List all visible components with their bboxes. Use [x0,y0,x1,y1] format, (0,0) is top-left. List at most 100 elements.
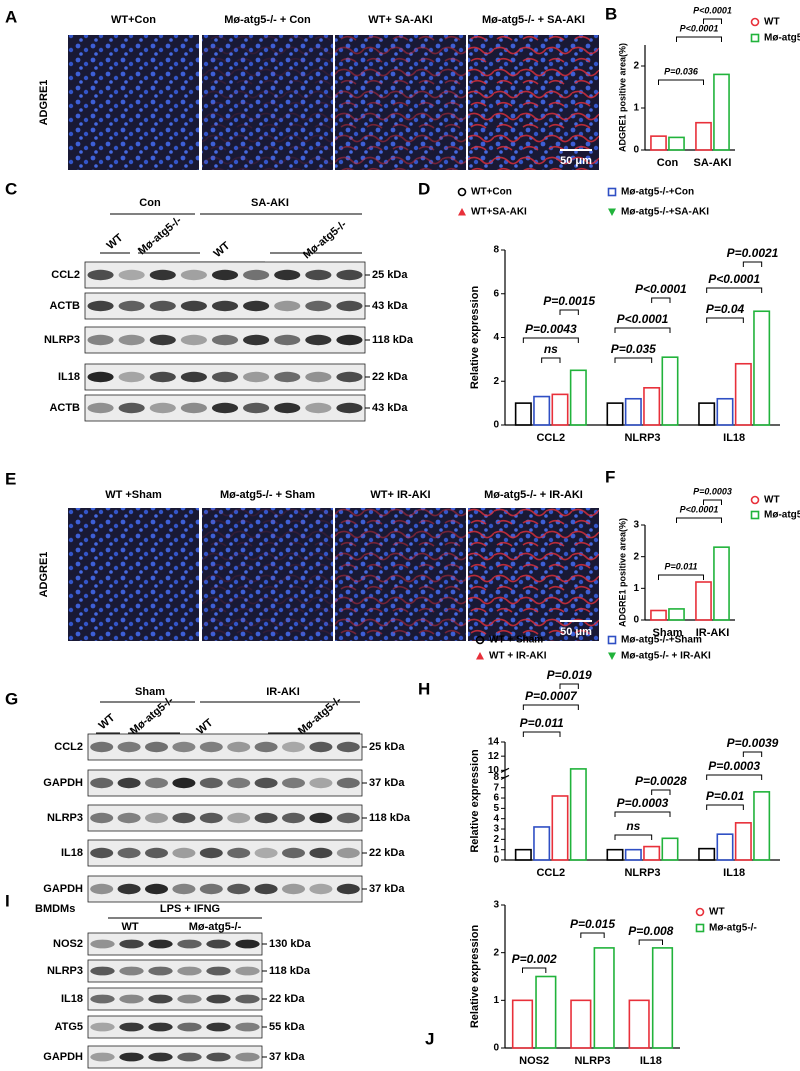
legend-label: Mø-atg5-/- [764,33,800,44]
panel-label: I [5,891,10,910]
y-tick-label: 2 [493,834,499,845]
bar [713,546,730,621]
lane-label: Mø-atg5-/- [128,694,176,737]
column-title: Mø-atg5-/- + Con [224,14,311,26]
blot-band [148,939,173,949]
scale-bar-label: 50 μm [560,626,592,638]
blot-band [281,883,306,895]
bar [606,402,624,426]
size-label: 37 kDa [269,1051,305,1063]
significance-label: P=0.04 [706,302,745,316]
x-tick-label: NOS2 [519,1055,549,1067]
bar [650,135,667,151]
y-tick-label: 6 [493,288,499,299]
blot-band [144,741,169,753]
significance-label: P<0.0001 [680,504,719,514]
y-axis-label: ADGRE1 positive area(%) [617,43,627,152]
significance-label: P=0.019 [547,668,592,682]
row-label: ACTB [49,402,80,414]
legend-marker [750,495,760,505]
panel-label: G [5,689,18,708]
x-tick-label: IL18 [723,867,745,879]
micrograph-signal [468,508,599,641]
blot-band [117,847,141,859]
y-tick-label: 2 [493,947,499,958]
blot-band [90,994,115,1004]
significance-label: P=0.0043 [525,322,577,336]
legend-label: WT [764,17,780,28]
group-label: Con [139,197,161,209]
blot-band [309,847,333,859]
blot-band [235,994,260,1004]
significance-label: P=0.0015 [543,294,595,308]
significance-bracket [580,932,605,938]
micrograph-signal [202,35,333,170]
bar [643,387,661,426]
blot-band [144,777,169,789]
size-label: 22 kDa [369,847,405,859]
size-label: 55 kDa [269,1021,305,1033]
y-tick-label: 3 [493,824,499,835]
blot-band [87,300,114,312]
significance-label: P=0.01 [706,789,745,803]
blot-band [144,812,169,824]
y-axis-label: Relative expression [469,925,481,1029]
blot-band [149,300,176,312]
size-label: 37 kDa [369,777,405,789]
bar [651,947,674,1049]
blot-band [119,994,144,1004]
blot-band [211,334,239,346]
panel-label: B [605,4,617,23]
significance-bracket [522,704,579,710]
legend-label: WT+Con [471,187,512,198]
column-title: Mø-atg5-/- + SA-AKI [482,14,585,26]
blot-band [119,1052,144,1062]
bar [698,402,716,426]
blot-band [144,847,169,859]
group-label: IR-AKI [266,686,300,698]
legend-marker [695,923,705,933]
significance-label: P=0.0039 [727,736,779,750]
blot-band [211,371,239,383]
blot-band [274,402,301,414]
cells-label: BMDMs [35,903,75,915]
blot-band [274,371,301,383]
significance-label: P<0.0001 [708,272,760,286]
significance-label: P=0.002 [512,952,557,966]
legend-marker [457,187,467,197]
blot-band [254,883,278,895]
bar [569,768,587,861]
significance-bracket [651,297,671,303]
y-tick-label: 3 [633,520,639,531]
significance-bracket [676,517,722,523]
x-tick-label: Con [657,157,679,169]
significance-label: P=0.015 [570,917,615,931]
legend-label: Mø-atg5-/-+SA-AKI [621,207,709,218]
blot-band [305,300,332,312]
bar [624,397,642,426]
blot-band [87,371,114,383]
blot-band [274,334,301,346]
bar [695,121,712,151]
significance-label: P=0.035 [611,342,656,356]
bar [734,822,752,861]
significance-label: P=0.0003 [708,759,760,773]
bar [514,848,532,861]
x-tick-label: CCL2 [536,867,565,879]
significance-bracket [614,327,671,333]
significance-bracket [742,261,763,267]
blot-band [305,402,332,414]
blot-band [117,883,141,895]
significance-label: P=0.036 [664,66,699,76]
y-tick-label: 1 [633,583,639,594]
significance-bracket [658,79,704,85]
significance-bracket [559,309,579,315]
panel-label: J [425,1029,434,1048]
significance-bracket [651,789,671,795]
size-label: 25 kDa [369,741,405,753]
significance-bracket [703,18,722,24]
row-label: GAPDH [43,883,83,895]
significance-bracket [522,337,579,343]
